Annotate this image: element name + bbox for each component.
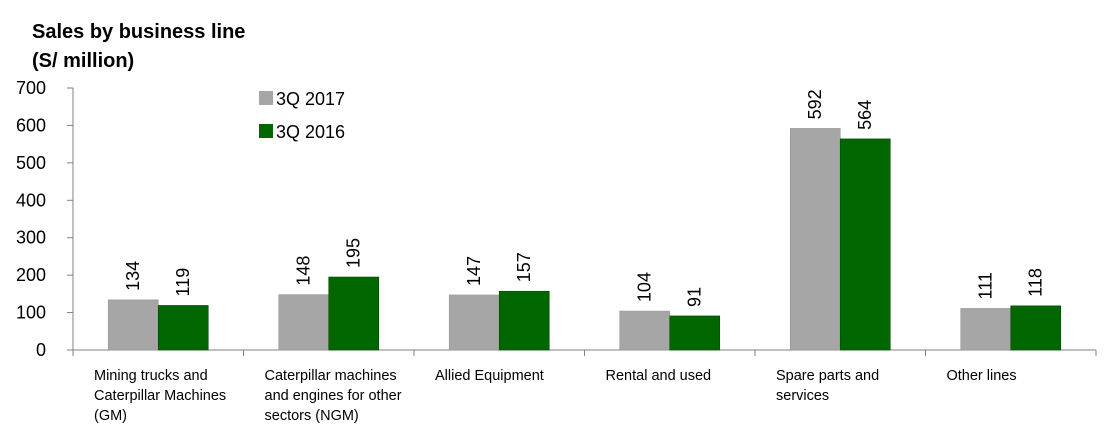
category-label: Rental and used <box>606 368 712 384</box>
bars <box>107 128 1062 351</box>
bar <box>839 138 891 351</box>
data-label: 119 <box>173 268 193 297</box>
x-axis: Mining trucks and Caterpillar Machines (GM… <box>72 349 1097 424</box>
y-tick-label: 0 <box>36 340 46 360</box>
data-label: 91 <box>685 287 705 307</box>
y-tick-label: 200 <box>16 265 46 285</box>
category-label: Other lines <box>947 368 1017 384</box>
bar <box>960 308 1012 351</box>
category-label: Mining trucks and Caterpillar Machines (GM… <box>94 368 226 424</box>
legend-swatch <box>259 91 273 105</box>
y-tick-label: 500 <box>16 153 46 173</box>
legend-label: 3Q 2016 <box>276 122 345 142</box>
chart-title: Sales by business line (S/ million) <box>32 18 245 76</box>
legend-swatch <box>259 124 273 138</box>
data-label: 134 <box>123 261 143 291</box>
bar <box>619 310 671 351</box>
chart-title-line-1: Sales by business line <box>32 21 246 43</box>
bar <box>669 315 721 351</box>
y-tick-label: 400 <box>16 190 46 210</box>
y-axis: 0 100 200 300 400 500 600 700 <box>16 78 74 360</box>
data-label: 564 <box>855 100 875 130</box>
bar <box>157 305 209 351</box>
y-tick-label: 700 <box>16 78 46 98</box>
data-label: 148 <box>294 256 314 286</box>
bar <box>328 276 380 351</box>
y-tick-label: 100 <box>16 303 46 323</box>
bar <box>789 128 841 351</box>
legend: 3Q 2017 3Q 2016 <box>259 89 345 142</box>
data-label: 195 <box>344 238 364 268</box>
data-label: 592 <box>805 89 825 119</box>
chart-title-line-2: (S/ million) <box>32 50 135 72</box>
data-label: 104 <box>635 272 655 302</box>
legend-label: 3Q 2017 <box>276 89 345 109</box>
category-label: Caterpillar machines and engines for othe… <box>265 368 402 424</box>
y-tick-label: 300 <box>16 228 46 248</box>
data-label: 111 <box>976 272 996 299</box>
data-label: 118 <box>1026 268 1046 297</box>
bar <box>498 290 550 351</box>
data-label: 147 <box>464 256 484 286</box>
bar <box>278 294 330 351</box>
bar <box>1010 305 1062 351</box>
y-tick-label: 600 <box>16 115 46 135</box>
data-labels: 134 119 148 195 147 157 104 91 592 564 111 118 <box>123 89 1046 307</box>
data-label: 157 <box>514 252 534 282</box>
category-label: Allied Equipment <box>435 368 544 384</box>
bar <box>107 299 159 351</box>
category-label: Spare parts and services <box>776 368 879 404</box>
bar <box>448 294 500 351</box>
